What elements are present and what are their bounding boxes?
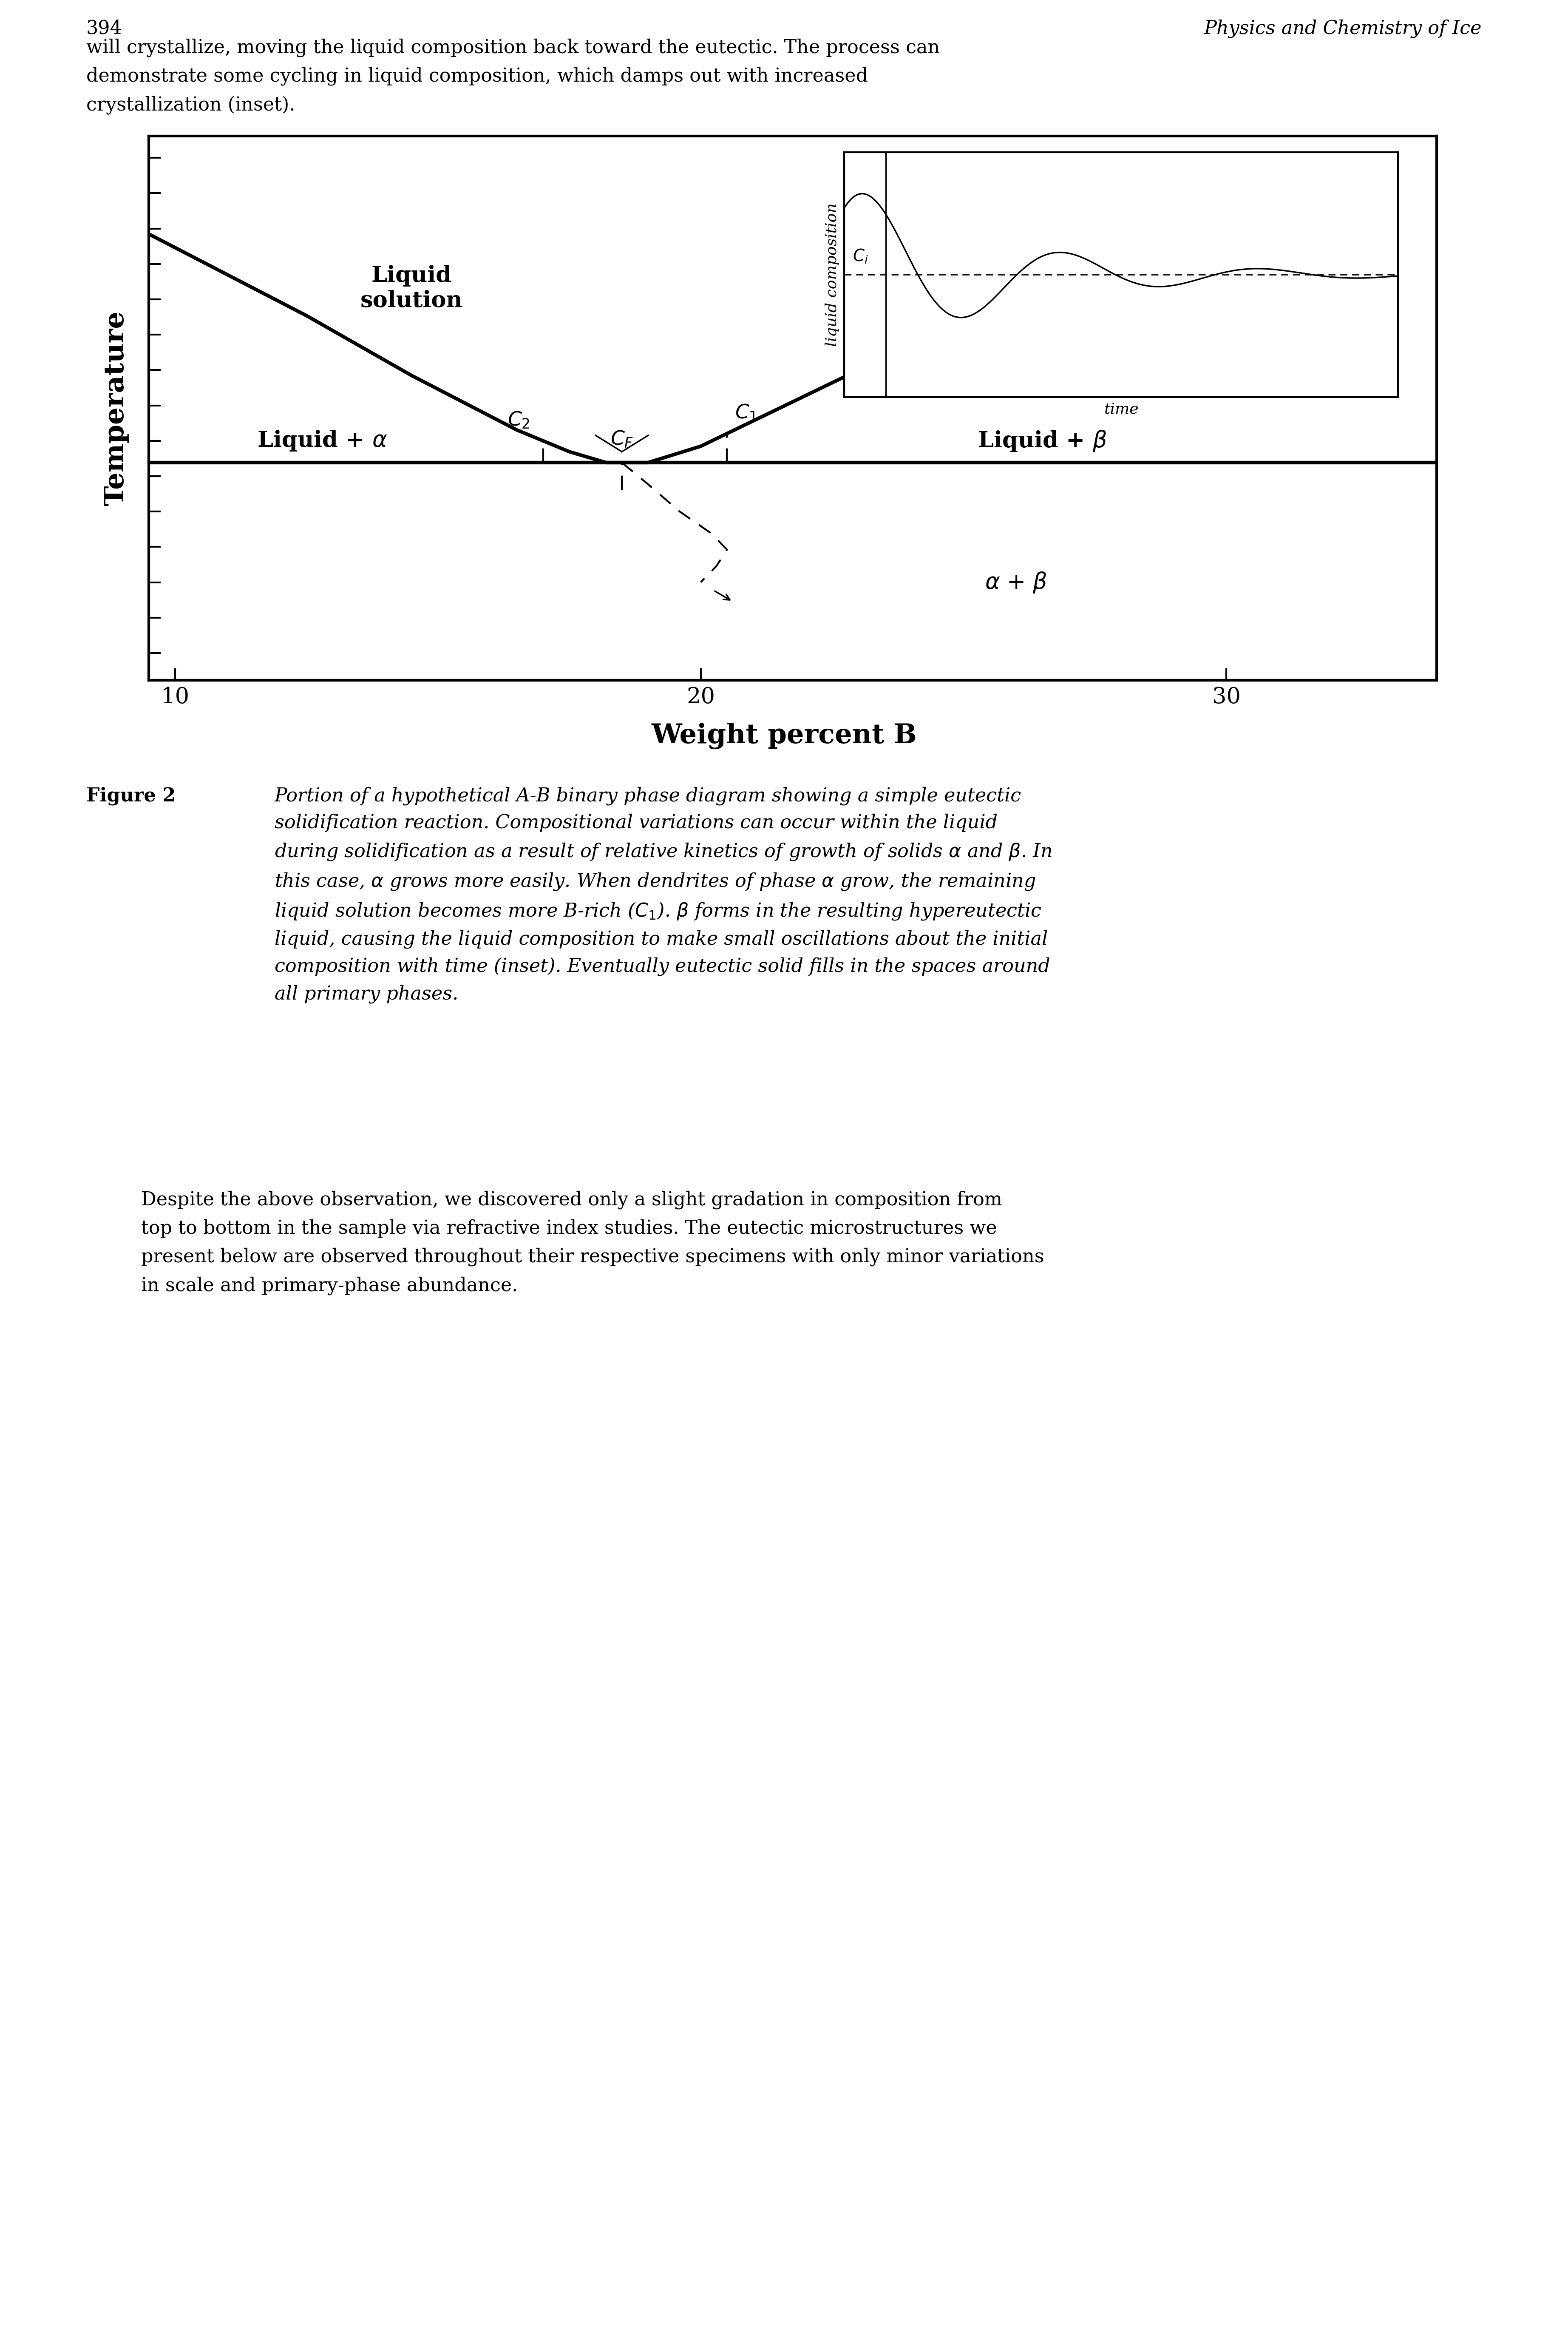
Text: Liquid
solution: Liquid solution [361,265,463,312]
Text: will crystallize, moving the liquid composition back toward the eutectic. The pr: will crystallize, moving the liquid comp… [86,38,939,115]
Text: Figure 2: Figure 2 [86,787,176,806]
Y-axis label: Temperature: Temperature [103,310,129,505]
Text: Liquid + $\alpha$: Liquid + $\alpha$ [257,430,387,453]
Text: Liquid + $\beta$: Liquid + $\beta$ [978,430,1107,453]
Text: $C_2$: $C_2$ [508,411,530,430]
Text: Physics and Chemistry of Ice: Physics and Chemistry of Ice [1204,19,1482,38]
Text: $C_F$: $C_F$ [610,430,633,449]
Text: Despite the above observation, we discovered only a slight gradation in composit: Despite the above observation, we discov… [141,1191,1044,1294]
Text: Portion of a hypothetical A-B binary phase diagram showing a simple eutectic
sol: Portion of a hypothetical A-B binary pha… [274,787,1052,1003]
Text: $C_1$: $C_1$ [735,404,757,423]
Text: Weight percent B: Weight percent B [651,723,917,749]
Text: 394: 394 [86,19,122,38]
Text: $\alpha$ + $\beta$: $\alpha$ + $\beta$ [985,571,1047,594]
